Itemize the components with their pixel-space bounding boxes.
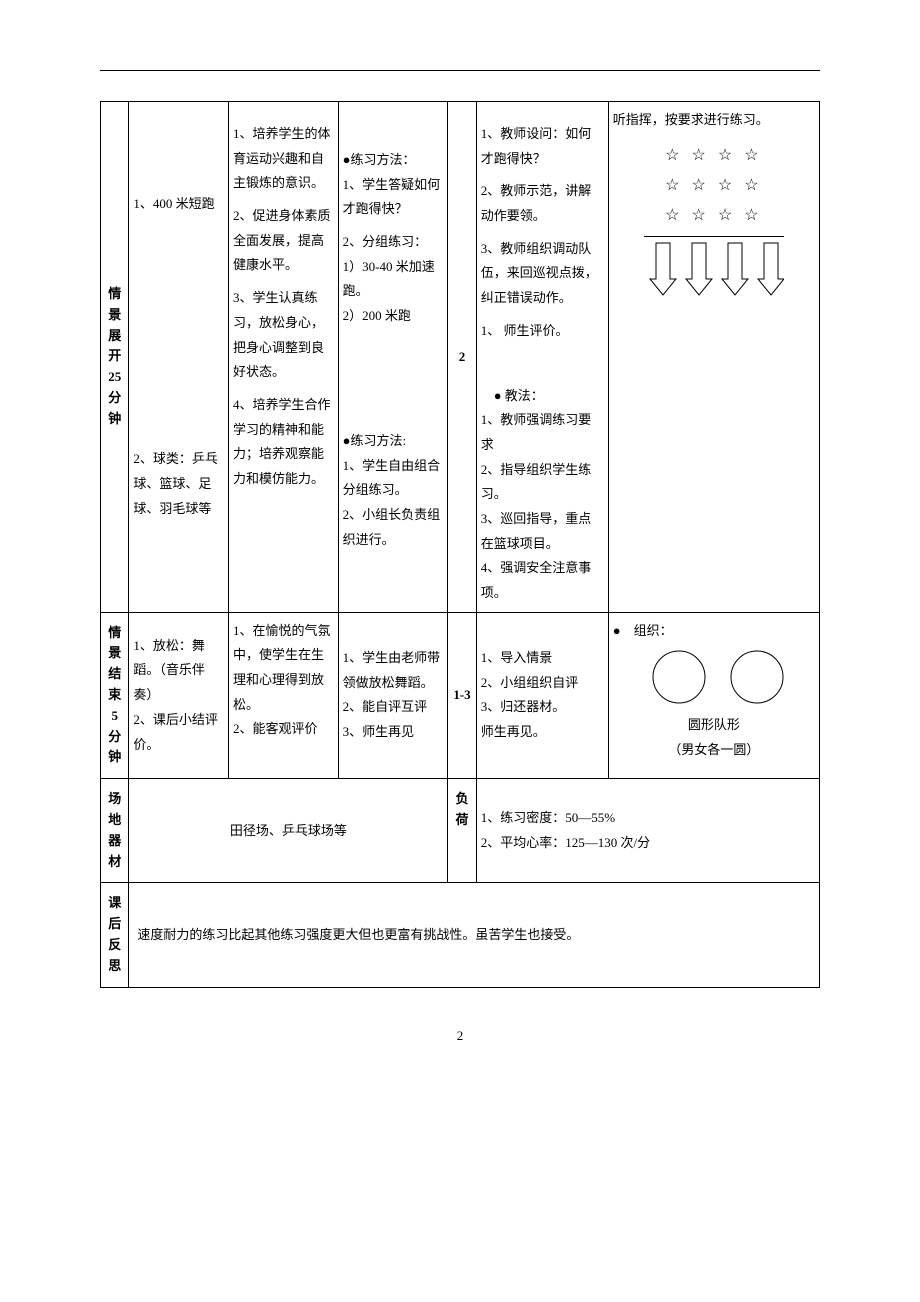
text: 2、能自评互评 — [343, 695, 444, 720]
page-number: 2 — [100, 1028, 820, 1044]
load-cell: 1、练习密度：50—55% 2、平均心率：125—130 次/分 — [476, 779, 819, 883]
text: 1、 师生评价。 — [481, 319, 604, 344]
stage-label-end: 情景结束5分钟 — [101, 612, 129, 779]
text: 2、球类：乒乓球、篮球、足球、羽毛球等 — [133, 447, 224, 521]
venue-label: 场地器材 — [101, 779, 129, 883]
text: （男女各一圆） — [613, 738, 815, 763]
text: 1、学生由老师带领做放松舞蹈。 — [343, 646, 444, 695]
stars-row: ☆ ☆ ☆ ☆ — [613, 141, 815, 171]
venue-cell: 田径场、乒乓球场等 — [129, 779, 448, 883]
text: 1、导入情景 — [481, 646, 604, 671]
text: 3、归还器材。 — [481, 695, 604, 720]
text: 1、培养学生的体育运动兴趣和自主锻炼的意识。 — [233, 122, 334, 196]
text: 速度耐力的练习比起其他练习强度更大但也更富有挑战性。虽苦学生也接受。 — [137, 927, 579, 942]
count-cell: 1-3 — [448, 612, 476, 779]
method-cell: 1、学生由老师带领做放松舞蹈。 2、能自评互评 3、师生再见 — [338, 612, 448, 779]
stage-label-expand: 情景展开25分钟 — [101, 102, 129, 613]
text: 田径场、乒乓球场等 — [230, 823, 347, 838]
text: 4、强调安全注意事项。 — [481, 556, 604, 605]
text: 听指挥，按要求进行练习。 — [613, 108, 815, 133]
formation-diagram: ☆ ☆ ☆ ☆ ☆ ☆ ☆ ☆ ☆ ☆ ☆ ☆ — [613, 141, 815, 301]
table-row: 情景结束5分钟 1、放松：舞蹈。（音乐伴奏） 2、课后小结评价。 1、在愉悦的气… — [101, 612, 820, 779]
content-cell: 1、放松：舞蹈。（音乐伴奏） 2、课后小结评价。 — [129, 612, 229, 779]
teaching-cell: 1、教师设问：如何才跑得快？ 2、教师示范，讲解动作要领。 3、教师组织调动队伍… — [476, 102, 608, 613]
text: 2、课后小结评价。 — [133, 708, 224, 757]
text: 1）30-40 米加速跑。 — [343, 255, 444, 304]
text: 师生再见。 — [481, 720, 604, 745]
table-row: 场地器材 田径场、乒乓球场等 负荷 1、练习密度：50—55% 2、平均心率：1… — [101, 779, 820, 883]
text: 1、在愉悦的气氛中，使学生在生理和心理得到放松。 — [233, 619, 334, 718]
text: ●练习方法: — [343, 429, 444, 454]
load-label: 负荷 — [448, 779, 476, 883]
text: 2、平均心率：125—130 次/分 — [481, 831, 815, 856]
text: 1、学生自由组合分组练习。 — [343, 454, 444, 503]
text: 1-3 — [453, 687, 470, 702]
text: 2、指导组织学生练习。 — [481, 458, 604, 507]
document-page: 情景展开25分钟 1、400 米短跑 2、球类：乒乓球、篮球、足球、羽毛球等 1… — [0, 0, 920, 1084]
text: 1、学生答疑如何才跑得快？ — [343, 173, 444, 222]
text: 3、师生再见 — [343, 720, 444, 745]
text: 2、能客观评价 — [233, 717, 334, 742]
divider-line — [644, 236, 784, 237]
text: 1、400 米短跑 — [133, 192, 224, 217]
text: 2、教师示范，讲解动作要领。 — [481, 179, 604, 228]
content-cell: 1、400 米短跑 2、球类：乒乓球、篮球、足球、羽毛球等 — [129, 102, 229, 613]
arrows-down-icon — [644, 241, 784, 301]
text: 1、教师强调练习要求 — [481, 408, 604, 457]
reflection-label: 课后反思 — [101, 883, 129, 987]
text: 圆形队形 — [613, 713, 815, 738]
text: 2）200 米跑 — [343, 304, 444, 329]
text: 2、分组练习： — [343, 230, 444, 255]
teaching-cell: 1、导入情景 2、小组组织自评 3、归还器材。 师生再见。 — [476, 612, 608, 779]
text: 3、教师组织调动队伍，来回巡视点拨，纠正错误动作。 — [481, 237, 604, 311]
text: 2、促进身体素质全面发展，提高健康水平。 — [233, 204, 334, 278]
text: 2、小组长负责组织进行。 — [343, 503, 444, 552]
count-cell: 2 — [448, 102, 476, 613]
text: 2、小组组织自评 — [481, 671, 604, 696]
stars-row: ☆ ☆ ☆ ☆ — [613, 201, 815, 231]
lesson-plan-table: 情景展开25分钟 1、400 米短跑 2、球类：乒乓球、篮球、足球、羽毛球等 1… — [100, 101, 820, 988]
method-cell: ●练习方法： 1、学生答疑如何才跑得快？ 2、分组练习： 1）30-40 米加速… — [338, 102, 448, 613]
table-row: 情景展开25分钟 1、400 米短跑 2、球类：乒乓球、篮球、足球、羽毛球等 1… — [101, 102, 820, 613]
goal-cell: 1、培养学生的体育运动兴趣和自主锻炼的意识。 2、促进身体素质全面发展，提高健康… — [228, 102, 338, 613]
organization-cell: ● 组织： 圆形队形 （男女各一圆） — [608, 612, 819, 779]
text: 2 — [459, 349, 466, 364]
text: 3、巡回指导，重点在篮球项目。 — [481, 507, 604, 556]
organization-cell: 听指挥，按要求进行练习。 ☆ ☆ ☆ ☆ ☆ ☆ ☆ ☆ ☆ ☆ ☆ ☆ — [608, 102, 819, 613]
text: 3、学生认真练习，放松身心，把身心调整到良好状态。 — [233, 286, 334, 385]
text: 1、教师设问：如何才跑得快？ — [481, 122, 604, 171]
stars-row: ☆ ☆ ☆ ☆ — [613, 171, 815, 201]
text: ●练习方法： — [343, 148, 444, 173]
goal-cell: 1、在愉悦的气氛中，使学生在生理和心理得到放松。 2、能客观评价 — [228, 612, 338, 779]
text: 1、放松：舞蹈。（音乐伴奏） — [133, 634, 224, 708]
reflection-cell: 速度耐力的练习比起其他练习强度更大但也更富有挑战性。虽苦学生也接受。 — [129, 883, 820, 987]
text: 1、练习密度：50—55% — [481, 806, 815, 831]
text: 4、培养学生合作学习的精神和能力；培养观察能力和模仿能力。 — [233, 393, 334, 492]
header-rule — [100, 70, 820, 71]
circles-icon — [629, 647, 799, 707]
text: ● 教法： — [481, 384, 604, 409]
table-row: 课后反思 速度耐力的练习比起其他练习强度更大但也更富有挑战性。虽苦学生也接受。 — [101, 883, 820, 987]
text: ● 组织： — [613, 619, 815, 644]
